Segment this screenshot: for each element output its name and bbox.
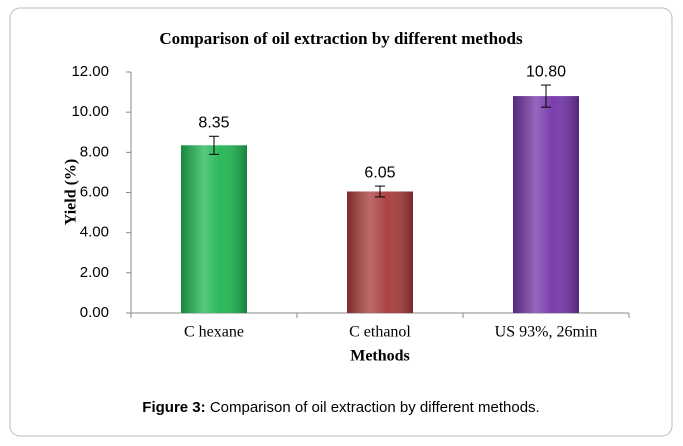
data-label: 6.05 [364,164,395,181]
bar-shading [181,145,247,313]
x-axis-title: Methods [350,348,410,365]
bar-shading [347,191,413,313]
data-label: 10.80 [526,63,566,80]
y-tick-label: 8.00 [80,143,109,160]
chart-title: Comparison of oil extraction by differen… [159,29,523,48]
y-tick-label: 6.00 [80,183,109,200]
y-axis-title: Yield (%) [63,159,80,226]
caption-text: Comparison of oil extraction by differen… [210,399,540,416]
y-tick-label: 0.00 [80,304,109,321]
bar-shading [513,96,579,313]
data-label: 8.35 [198,114,229,131]
caption-label: Figure 3: [142,399,205,416]
x-tick-label: US 93%, 26min [495,324,598,341]
y-tick-label: 12.00 [71,63,109,80]
x-tick-label: C hexane [184,324,244,341]
caption: Figure 3: Comparison of oil extraction b… [142,399,539,416]
y-tick-label: 10.00 [71,103,109,120]
y-tick-label: 4.00 [80,224,109,241]
y-tick-label: 2.00 [80,264,109,281]
frame [9,7,673,437]
x-tick-label: C ethanol [349,324,411,341]
